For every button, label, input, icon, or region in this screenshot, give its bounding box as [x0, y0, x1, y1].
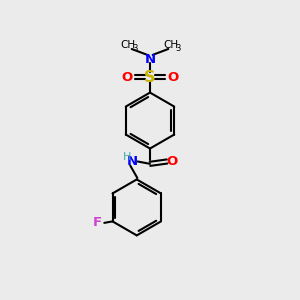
Text: 3: 3 — [132, 44, 137, 52]
Text: CH: CH — [120, 40, 136, 50]
Text: O: O — [168, 71, 179, 84]
Text: O: O — [121, 71, 132, 84]
Text: O: O — [167, 155, 178, 168]
Text: N: N — [127, 155, 138, 168]
Text: S: S — [144, 70, 156, 85]
Text: H: H — [123, 152, 131, 162]
Text: N: N — [144, 52, 156, 65]
Text: F: F — [93, 216, 102, 230]
Text: 3: 3 — [175, 44, 181, 52]
Text: CH: CH — [164, 40, 179, 50]
